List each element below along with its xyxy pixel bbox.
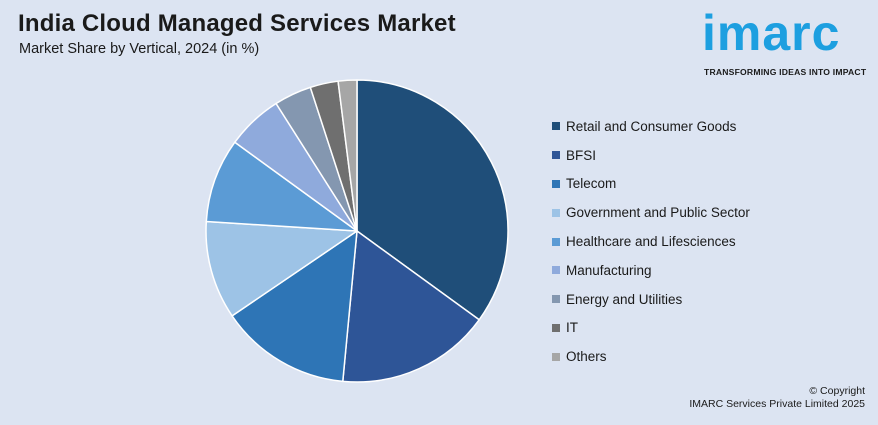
- legend-item: Telecom: [552, 170, 750, 199]
- imarc-logo: imarc TRANSFORMING IDEAS INTO IMPACT: [700, 4, 875, 84]
- legend-item: BFSI: [552, 141, 750, 170]
- chart-title: India Cloud Managed Services Market: [18, 10, 456, 37]
- legend-swatch: [552, 151, 560, 160]
- legend-item: Others: [552, 342, 750, 371]
- legend-swatch: [552, 179, 560, 188]
- pie-slice-retail-and-consumer-goods: [356, 79, 509, 321]
- logo-wordmark: imarc: [702, 5, 841, 61]
- legend-label: Energy and Utilities: [566, 291, 683, 307]
- legend-label: Healthcare and Lifesciences: [566, 234, 736, 250]
- legend-label: IT: [566, 320, 578, 336]
- legend-label: Manufacturing: [566, 262, 652, 278]
- pie-slice-healthcare-and-lifesciences: [205, 141, 358, 232]
- chart-legend: Retail and Consumer Goods BFSI Telecom Gove…: [552, 112, 750, 371]
- legend-swatch: [552, 237, 560, 246]
- copyright-notice: © Copyright IMARC Services Private Limit…: [689, 385, 865, 411]
- legend-swatch: [552, 208, 560, 217]
- legend-swatch: [552, 295, 560, 304]
- logo-tagline: TRANSFORMING IDEAS INTO IMPACT: [704, 67, 867, 77]
- legend-item: Government and Public Sector: [552, 198, 750, 227]
- legend-swatch: [552, 323, 560, 332]
- legend-swatch: [552, 352, 560, 361]
- legend-swatch: [552, 122, 560, 131]
- legend-item: IT: [552, 314, 750, 343]
- legend-label: Others: [566, 349, 607, 365]
- legend-item: Manufacturing: [552, 256, 750, 285]
- pie-slice-bfsi: [342, 230, 480, 383]
- copyright-line: © Copyright: [809, 385, 865, 397]
- legend-label: Retail and Consumer Goods: [566, 118, 737, 134]
- chart-subtitle: Market Share by Vertical, 2024 (in %): [19, 41, 260, 57]
- legend-label: BFSI: [566, 147, 597, 163]
- pie-slice-telecom: [231, 230, 358, 383]
- legend-item: Energy and Utilities: [552, 285, 750, 314]
- legend-item: Retail and Consumer Goods: [552, 112, 750, 141]
- legend-label: Government and Public Sector: [566, 205, 750, 221]
- legend-swatch: [552, 266, 560, 275]
- company-line: IMARC Services Private Limited 2025: [689, 398, 865, 410]
- pie-slice-government-and-public-sector: [205, 220, 358, 317]
- legend-item: Healthcare and Lifesciences: [552, 227, 750, 256]
- pie-slice-others: [337, 79, 358, 232]
- legend-label: Telecom: [566, 176, 617, 192]
